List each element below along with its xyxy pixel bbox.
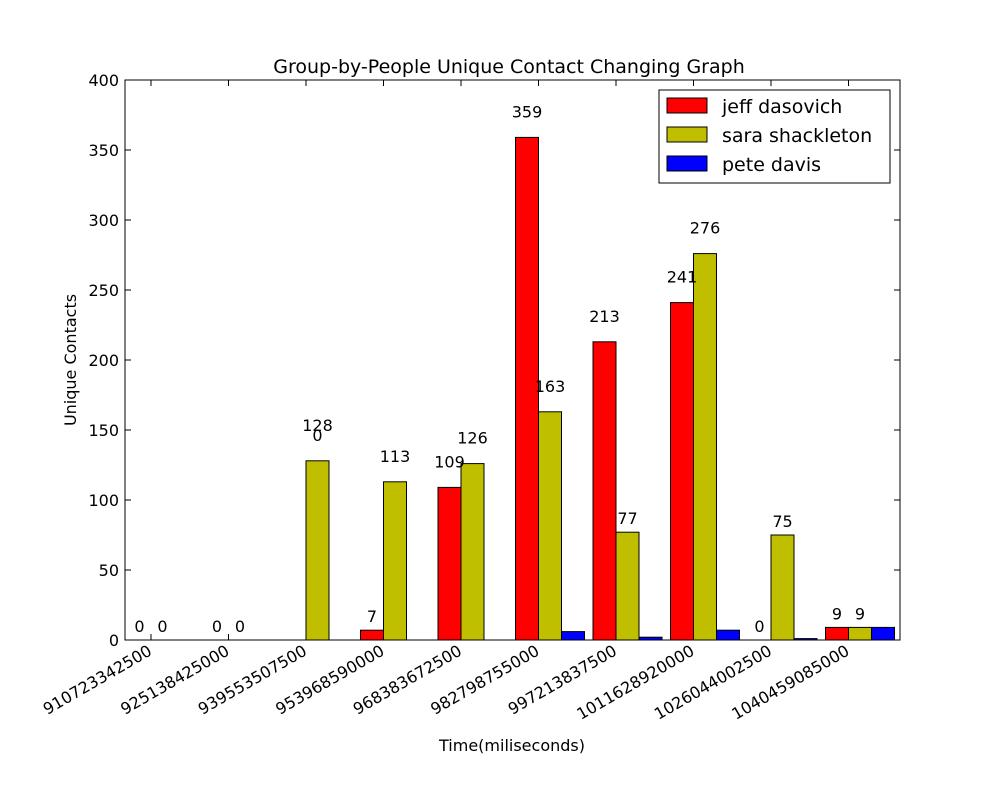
bar-sara-shackleton-5 [538,411,562,641]
data-label-15: 276 [690,219,721,238]
legend-swatch-sara-shackleton [666,126,708,143]
bar-pete-davis-7 [716,629,740,641]
bar-jeff-dasovich-3 [360,629,384,641]
legend-swatch-jeff-dasovich [666,97,708,114]
bar-sara-shackleton-7 [693,253,717,641]
data-label-11: 163 [535,377,566,396]
bar-jeff-dasovich-6 [592,341,617,641]
y-tick-label-0: 0 [109,631,119,650]
data-label-12: 213 [589,307,620,326]
data-label-1: 0 [157,617,167,636]
legend-label-pete-davis: pete davis [722,154,821,176]
data-label-14: 241 [667,268,698,287]
chart-title: Group-by-People Unique Contact Changing … [273,56,744,78]
legend-swatch-pete-davis [666,155,708,172]
data-label-9: 126 [457,429,488,448]
data-label-16: 0 [754,617,764,636]
data-label-0: 0 [134,617,144,636]
y-axis-label: Unique Contacts [61,294,80,426]
y-tick-label-8: 400 [88,71,119,90]
y-tick-label-3: 150 [88,421,119,440]
data-label-10: 359 [512,102,543,121]
bar-sara-shackleton-3 [383,481,407,641]
bar-sara-shackleton-4 [460,463,485,641]
legend-label-sara-shackleton: sara shackleton [722,125,872,147]
data-label-6: 7 [367,607,377,626]
bar-jeff-dasovich-7 [670,302,694,641]
bar-pete-davis-9 [871,626,895,641]
bar-sara-shackleton-9 [848,626,872,641]
y-tick-label-5: 250 [88,281,119,300]
y-tick-label-6: 300 [88,211,119,230]
data-label-19: 9 [855,604,865,623]
data-label-7: 113 [380,447,411,466]
y-tick-label-1: 50 [99,561,119,580]
y-tick-label-4: 200 [88,351,119,370]
data-label-5: 128 [302,416,333,435]
bars-layer [305,136,895,641]
data-label-13: 77 [617,509,637,528]
bar-sara-shackleton-8 [770,534,795,641]
bar-jeff-dasovich-9 [825,626,849,641]
y-tick-label-2: 100 [88,491,119,510]
bar-sara-shackleton-6 [615,531,640,641]
legend-label-jeff-dasovich: jeff dasovich [721,96,842,118]
y-tick-label-7: 350 [88,141,119,160]
data-label-2: 0 [212,617,222,636]
x-axis-label: Time(miliseconds) [438,736,585,755]
bar-pete-davis-5 [561,631,585,641]
data-label-18: 9 [832,604,842,623]
data-label-4: 0 [312,426,322,445]
data-label-17: 75 [772,512,792,531]
data-label-8: 109 [434,452,465,471]
legend: jeff dasovich sara shackleton pete davis [658,89,891,184]
bar-sara-shackleton-2 [305,460,330,641]
data-label-3: 0 [235,617,245,636]
bar-jeff-dasovich-4 [437,486,462,641]
